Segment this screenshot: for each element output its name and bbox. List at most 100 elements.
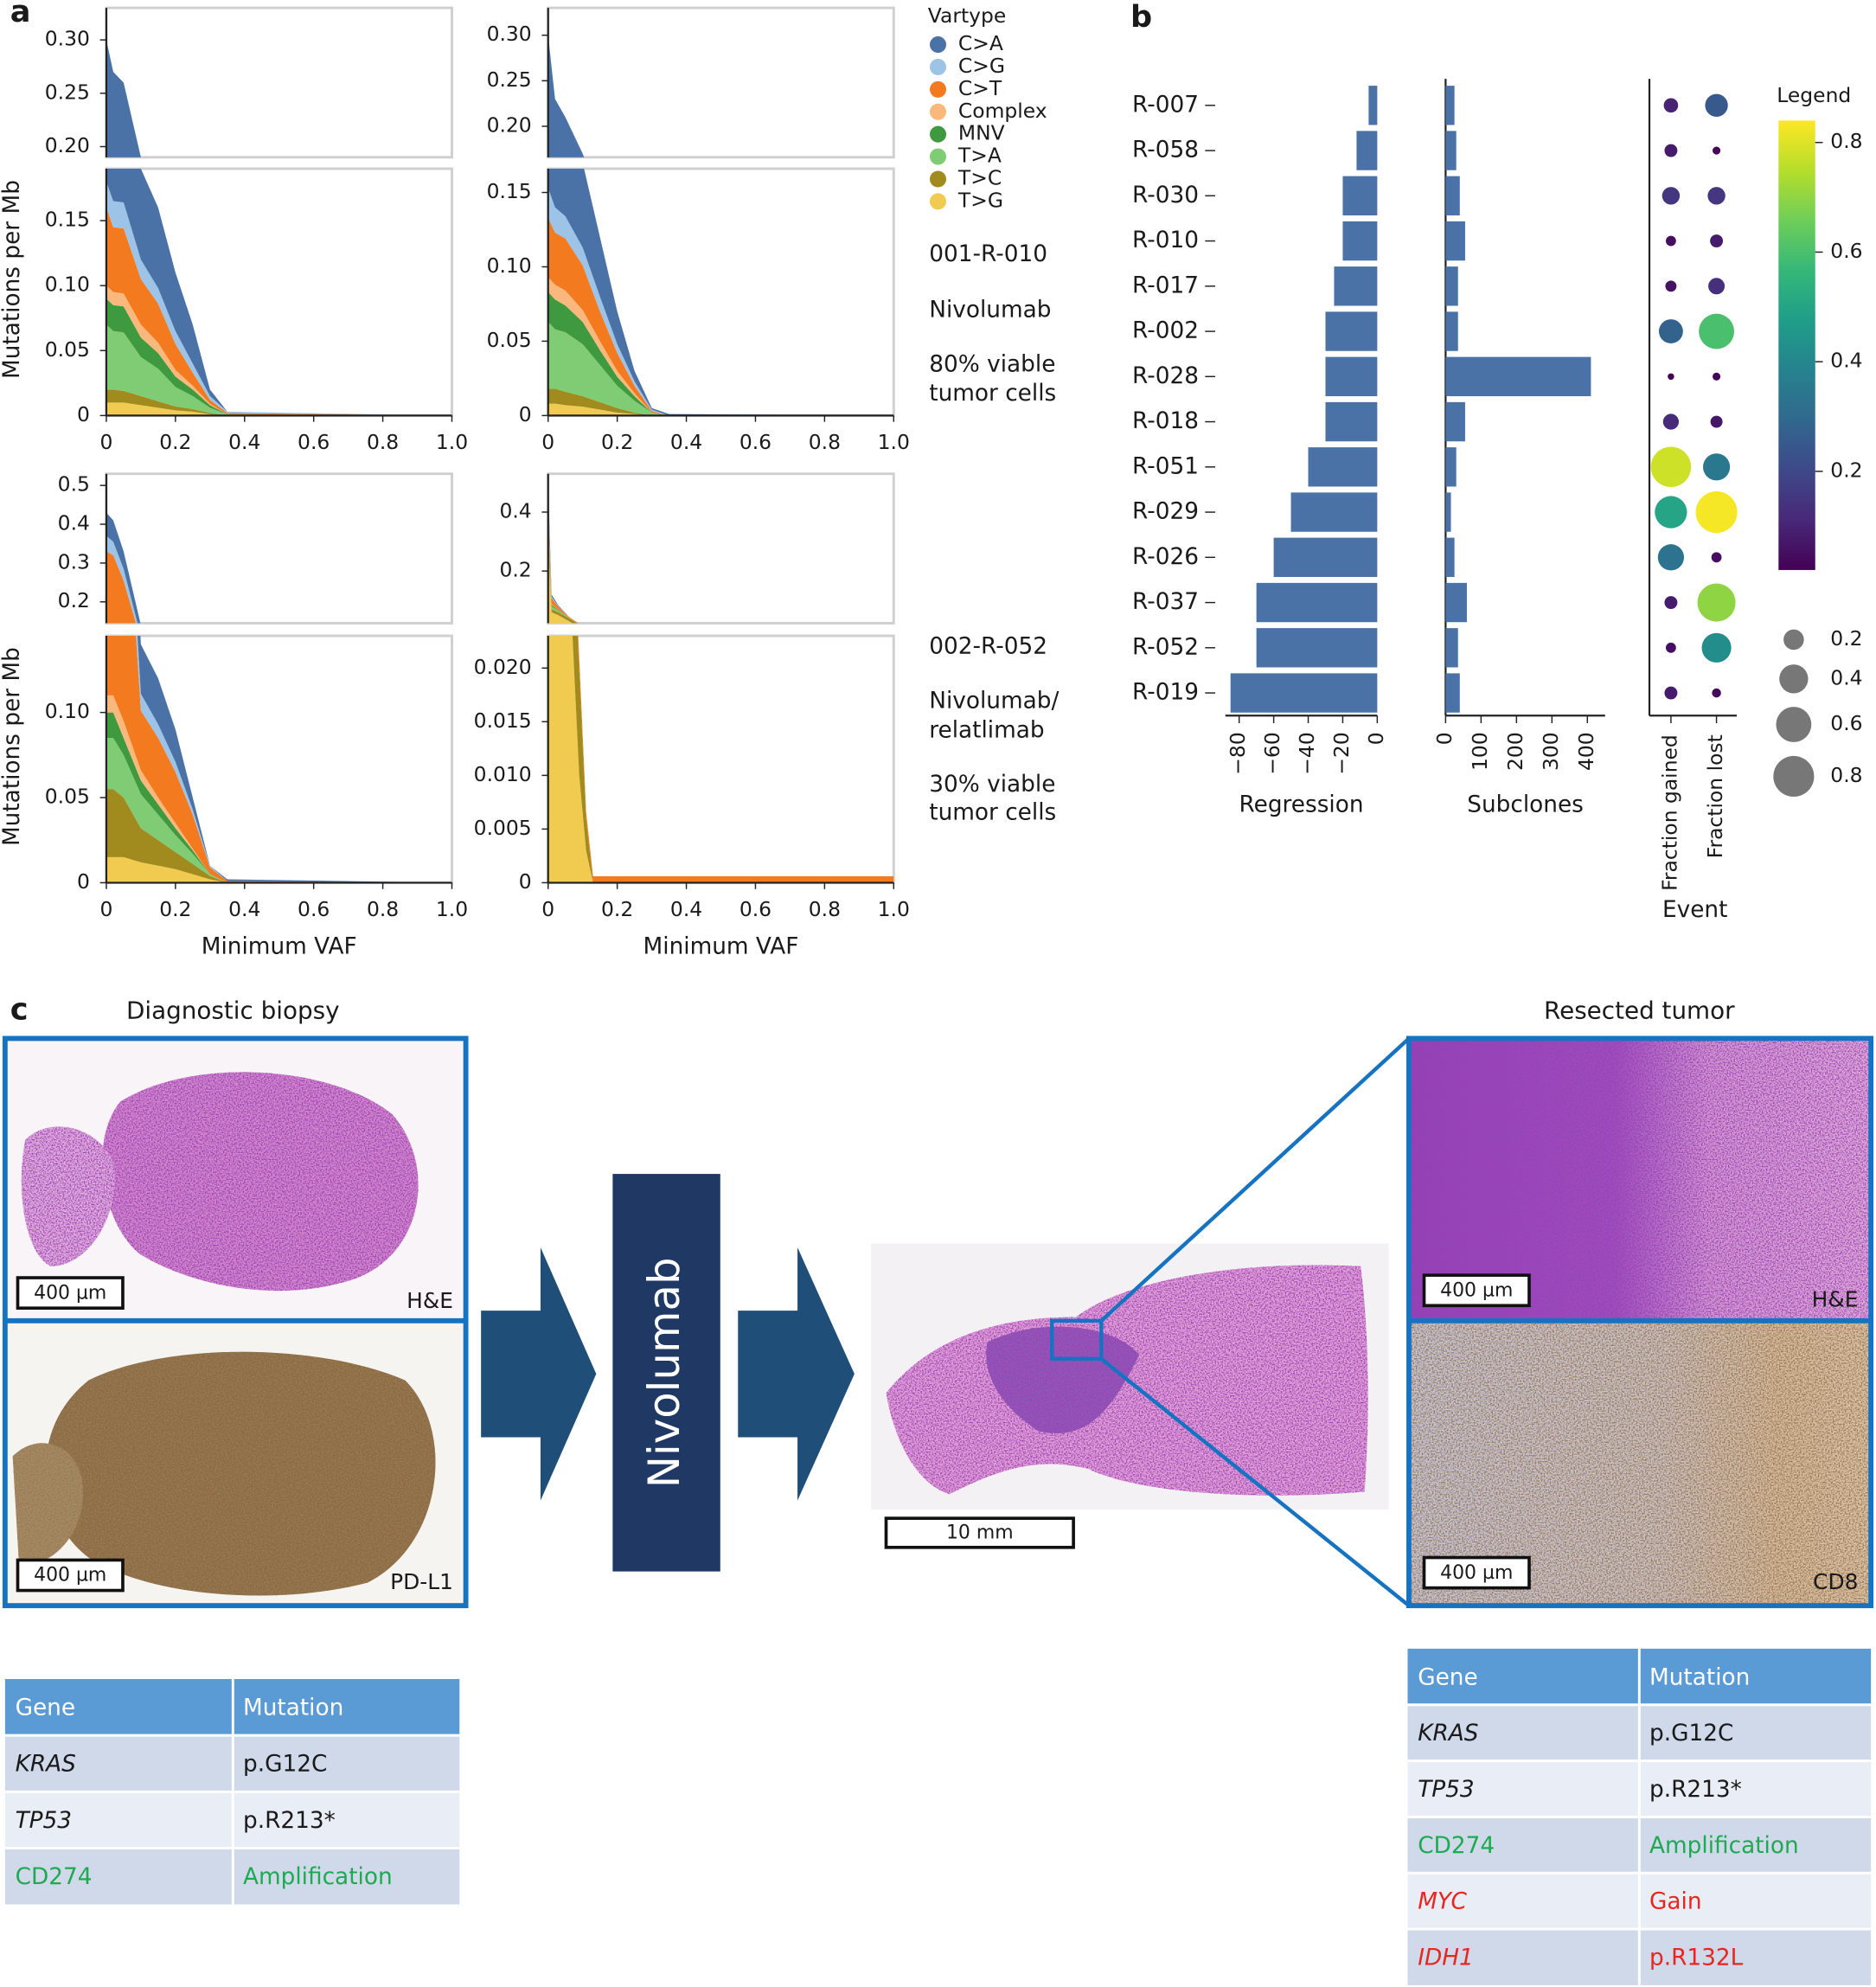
- plot-area: [547, 35, 585, 157]
- x-tick-label: 0: [541, 430, 554, 454]
- x-tick-label: 0.2: [601, 897, 633, 921]
- y-axis-label: Mutations per Mb: [0, 180, 25, 379]
- scale-bar-label: 400 µm: [1440, 1279, 1513, 1301]
- arrow: [738, 1247, 855, 1501]
- table-cell: p.R213*: [1649, 1777, 1742, 1803]
- y-tick-label: 0.015: [474, 708, 532, 733]
- dot: [1699, 313, 1734, 349]
- y-tick-label: 0.25: [45, 80, 90, 104]
- legend-label: Complex: [958, 99, 1047, 123]
- category-label: R-018: [1132, 408, 1199, 434]
- dot: [1703, 453, 1731, 481]
- y-tick-label: 0.10: [45, 699, 90, 723]
- dot: [1695, 491, 1738, 534]
- category-label: R-051: [1132, 453, 1199, 479]
- y-tick-label: 0.5: [58, 472, 90, 497]
- x-tick-label: 0.2: [159, 897, 191, 921]
- area: [106, 402, 452, 416]
- dot: [1701, 632, 1732, 663]
- stain-label: PD-L1: [390, 1569, 453, 1594]
- image-frames: [2, 1035, 1874, 1609]
- annotation: Nivolumab: [929, 297, 1051, 323]
- y-tick-label: 0.2: [58, 588, 90, 612]
- legend-swatch: [929, 36, 947, 54]
- bar: [1325, 311, 1378, 351]
- x-tick-label: 0: [99, 430, 112, 454]
- plot-area: [106, 168, 452, 416]
- y-tick-label: 0.20: [487, 113, 532, 138]
- stain-label: H&E: [407, 1288, 453, 1313]
- table-header-cell: Mutation: [243, 1695, 343, 1721]
- x-tick-label: −80: [1226, 732, 1250, 774]
- annotation: tumor cells: [929, 381, 1056, 407]
- legend-swatch: [929, 103, 947, 120]
- table-header-cell: Gene: [1418, 1664, 1477, 1690]
- annotation: Nivolumab/: [929, 689, 1059, 715]
- scale-bar: [1422, 1555, 1531, 1590]
- x-tick-label: 0.4: [228, 897, 260, 921]
- plot-area: [547, 479, 579, 624]
- x-tick-label: 0.6: [298, 897, 330, 921]
- bar: [1445, 86, 1455, 125]
- x-tick-label: 0.8: [809, 897, 841, 921]
- size-label: 0.8: [1830, 763, 1862, 787]
- area: [547, 168, 894, 416]
- x-axis-label: Event: [1662, 897, 1727, 923]
- dot: [1697, 583, 1736, 622]
- legend-swatch: [929, 170, 947, 188]
- plot-area: [547, 168, 894, 416]
- category-label: R-030: [1132, 183, 1199, 208]
- legend-label: C>G: [958, 54, 1005, 78]
- table-header-cell: Gene: [16, 1695, 75, 1721]
- bar: [1230, 673, 1378, 713]
- y-tick-label: 0.20: [45, 133, 90, 157]
- size-label: 0.4: [1830, 665, 1862, 689]
- x-tick-label: 400: [1574, 732, 1598, 771]
- dot: [1665, 280, 1677, 292]
- annotation: tumor cells: [929, 799, 1056, 825]
- treatment-label: Nivolumab: [639, 1257, 689, 1488]
- table-cell: p.R213*: [243, 1808, 336, 1834]
- treatment-arrows: Nivolumab: [481, 1174, 855, 1572]
- bar: [1273, 537, 1378, 577]
- colorbar: [1778, 120, 1815, 570]
- x-tick-label: 200: [1503, 732, 1527, 771]
- dot: [1666, 642, 1676, 653]
- panel-label: c: [10, 991, 29, 1027]
- y-tick-label: 0: [77, 869, 90, 894]
- scale-bar-label: 400 µm: [34, 1565, 106, 1586]
- bar: [1256, 628, 1378, 668]
- bar: [1445, 221, 1465, 261]
- area: [106, 168, 452, 416]
- bar: [1445, 582, 1467, 623]
- dot: [1666, 235, 1676, 247]
- annotation: 002-R-052: [929, 634, 1047, 660]
- dot: [1664, 144, 1678, 157]
- dot: [1650, 446, 1692, 488]
- scale-bar: [884, 1516, 1075, 1549]
- biopsy-pdl1-tissue: [45, 1351, 436, 1596]
- dot: [1664, 686, 1678, 700]
- colorbar-tick-label: 0.8: [1830, 129, 1862, 153]
- dot: [1708, 278, 1726, 295]
- size-swatch: [1776, 707, 1812, 742]
- dot: [1710, 415, 1723, 428]
- colorbar-title: Legend: [1777, 83, 1851, 107]
- bar: [1356, 131, 1378, 170]
- annotation: 30% viable: [929, 772, 1055, 798]
- bar: [1308, 447, 1378, 487]
- table-cell: MYC: [1418, 1889, 1467, 1915]
- size-label: 0.2: [1830, 626, 1862, 651]
- x-tick-label: 100: [1468, 732, 1492, 771]
- x-tick-label: 0.8: [367, 430, 399, 454]
- y-tick-label: 0.05: [45, 337, 90, 362]
- legend-swatch: [929, 58, 947, 75]
- bar: [1334, 266, 1378, 306]
- x-tick-label: 1.0: [878, 897, 910, 921]
- plot-frame: [547, 472, 895, 625]
- section-title: Diagnostic biopsy: [126, 997, 340, 1025]
- dot: [1705, 93, 1728, 117]
- y-tick-label: 0: [519, 402, 532, 426]
- y-tick-label: 0.020: [474, 655, 532, 679]
- table-cell: CD274: [16, 1864, 93, 1890]
